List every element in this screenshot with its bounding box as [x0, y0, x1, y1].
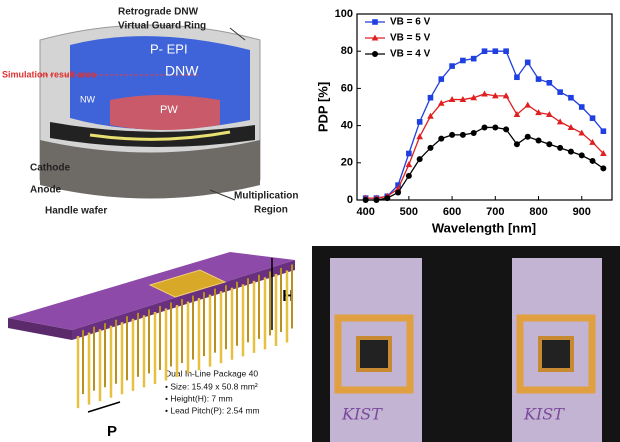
- p-label: P: [107, 423, 117, 440]
- point: [438, 76, 444, 82]
- point: [514, 141, 520, 147]
- point: [547, 80, 553, 86]
- point: [471, 130, 477, 136]
- series-line: [366, 127, 604, 200]
- photo-label: KIST: [523, 405, 565, 424]
- label: Handle wafer: [45, 206, 107, 217]
- point: [546, 141, 552, 147]
- point: [428, 95, 434, 101]
- point: [395, 190, 401, 196]
- spec: • Size: 15.49 x 50.8 mm²: [165, 381, 258, 391]
- point: [568, 95, 574, 101]
- point: [557, 118, 564, 124]
- y-tick-label: 20: [341, 157, 353, 169]
- x-axis-label: Wavelength [nm]: [432, 220, 536, 235]
- point: [601, 128, 607, 134]
- x-tick-label: 600: [443, 206, 461, 218]
- point: [503, 48, 509, 54]
- chip-die: [540, 338, 572, 370]
- point: [460, 58, 466, 64]
- y-tick-label: 100: [335, 8, 353, 20]
- label: P- EPI: [150, 41, 188, 56]
- point: [568, 149, 574, 155]
- point: [557, 89, 563, 95]
- point: [372, 19, 378, 25]
- y-axis-label: PDP [%]: [315, 82, 330, 132]
- point: [590, 158, 596, 164]
- point: [416, 133, 423, 139]
- label: Anode: [30, 185, 62, 196]
- legend-label: VB = 4 V: [390, 49, 431, 60]
- point: [449, 132, 455, 138]
- x-tick-label: 700: [486, 206, 504, 218]
- x-tick-label: 400: [356, 206, 374, 218]
- label: DNW: [165, 63, 199, 79]
- x-tick-label: 900: [573, 206, 591, 218]
- point: [406, 151, 412, 157]
- label: Retrograde DNW: [118, 7, 199, 18]
- chart: Wavelength [nm] PDP [%] 0 20 40 60 80 100 400 5…: [315, 8, 612, 236]
- figure: Retrograde DNW Virtual Guard Ring P- EPI…: [0, 0, 620, 442]
- point: [535, 109, 542, 115]
- point: [590, 115, 596, 121]
- y-tick-label: 60: [341, 82, 353, 94]
- point: [579, 152, 585, 158]
- package-title: Dual In-Line Package 40: [165, 368, 258, 378]
- label: Multiplication: [234, 191, 298, 202]
- legend-label: VB = 6 V: [390, 17, 431, 28]
- point: [482, 48, 488, 54]
- package-diagram: H P Dual In-Line Package 40 • Size: 15.4…: [8, 252, 295, 440]
- photo: KIST KIST: [312, 246, 620, 442]
- point: [525, 60, 531, 66]
- y-tick-label: 0: [347, 194, 353, 206]
- point: [536, 76, 542, 82]
- point: [524, 102, 531, 108]
- point: [514, 74, 520, 80]
- spec: • Height(H): 7 mm: [165, 393, 233, 403]
- label: Simulation result area: [2, 69, 97, 79]
- legend-label: VB = 5 V: [390, 33, 431, 44]
- point: [579, 104, 585, 110]
- point: [460, 132, 466, 138]
- point: [482, 124, 488, 130]
- device-diagram: Retrograde DNW Virtual Guard Ring P- EPI…: [2, 7, 298, 217]
- point: [503, 126, 509, 132]
- photo-label: KIST: [341, 405, 383, 424]
- y-tick-label: 40: [341, 120, 353, 132]
- x-tick-label: 800: [529, 206, 547, 218]
- point: [449, 63, 455, 69]
- label: NW: [80, 94, 95, 104]
- label: PW: [160, 104, 178, 116]
- label: Region: [254, 205, 288, 216]
- point: [438, 136, 444, 142]
- point: [557, 145, 563, 151]
- spec: • Lead Pitch(P): 2.54 mm: [165, 405, 260, 415]
- point: [427, 145, 433, 151]
- point: [493, 48, 499, 54]
- chip-die: [358, 338, 390, 370]
- point: [525, 134, 531, 140]
- point: [406, 173, 412, 179]
- point: [492, 124, 498, 130]
- series-line: [366, 94, 604, 198]
- point: [600, 165, 606, 171]
- slab-top: [8, 252, 295, 330]
- point: [417, 119, 423, 125]
- x-tick-label: 500: [400, 206, 418, 218]
- p-dimension: [88, 402, 120, 412]
- label: Virtual Guard Ring: [118, 21, 206, 32]
- point: [363, 197, 369, 203]
- label: Cathode: [30, 163, 70, 174]
- point: [417, 156, 423, 162]
- point: [481, 90, 488, 96]
- point: [372, 51, 378, 57]
- point: [373, 197, 379, 203]
- point: [384, 195, 390, 201]
- point: [471, 56, 477, 62]
- y-tick-label: 80: [341, 45, 353, 57]
- point: [536, 137, 542, 143]
